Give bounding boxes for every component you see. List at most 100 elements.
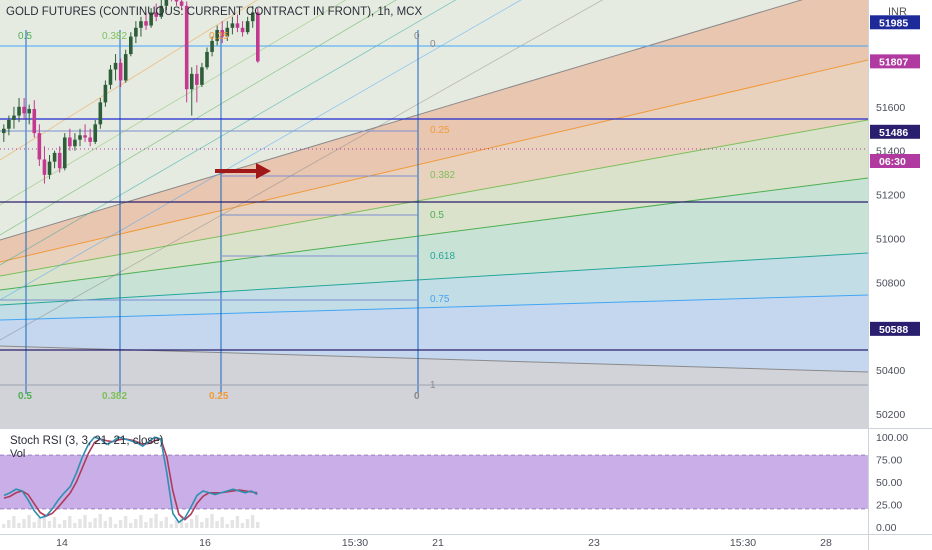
candle xyxy=(27,104,31,125)
volume-bar xyxy=(149,518,153,528)
candle xyxy=(118,58,123,88)
candle xyxy=(230,16,235,35)
volume-bar xyxy=(42,514,47,528)
volume-bar xyxy=(27,515,31,528)
candle xyxy=(184,1,189,103)
volume-bar xyxy=(52,517,57,528)
indicator-tick-label: 100.00 xyxy=(876,432,908,444)
fib-fan-labels: 0 0.25 0.382 0.5 0.618 0.75 1 xyxy=(430,39,455,391)
candle xyxy=(2,124,6,142)
fan-band-4 xyxy=(0,253,868,320)
price-marker-badge[interactable]: 51985 xyxy=(870,15,920,30)
fan-label: 0.5 xyxy=(430,210,444,221)
fan-label: 0.382 xyxy=(430,170,455,181)
candle xyxy=(68,128,72,151)
svg-text:50588: 50588 xyxy=(879,324,908,336)
candle xyxy=(154,3,158,22)
volume-bar xyxy=(174,520,179,528)
candle xyxy=(245,16,250,35)
indicator-tick-label: 0.00 xyxy=(876,522,897,534)
time-tick-label: 14 xyxy=(56,537,68,549)
price-tick-label: 51200 xyxy=(876,190,905,202)
fan-band-1 xyxy=(0,60,868,276)
fan-line-1 xyxy=(0,59,868,263)
price-marker-badge[interactable]: 51807 xyxy=(870,54,920,69)
fib-time-label-top: 0.5 xyxy=(18,31,32,42)
volume-bar xyxy=(93,518,97,528)
fib-time-label-top: 0.382 xyxy=(102,31,127,42)
candle xyxy=(134,21,138,44)
price-marker-badge[interactable]: 51486 xyxy=(870,124,920,139)
price-axis[interactable]: 5200051800516005140051200510005080050600… xyxy=(870,0,920,421)
fib-time-label-bottom: 0.25 xyxy=(209,391,229,402)
indicator-title[interactable]: Stoch RSI (3, 3, 21, 21, close) xyxy=(10,435,164,447)
candle xyxy=(108,65,113,90)
fib-time-lines xyxy=(25,30,419,394)
candle xyxy=(200,62,204,88)
candle xyxy=(240,21,245,37)
fan-label: 0.75 xyxy=(430,294,450,305)
volume-bar xyxy=(68,516,72,528)
candle xyxy=(189,67,194,116)
time-tick-label: 28 xyxy=(820,537,832,549)
volume-bar xyxy=(250,515,255,528)
volume-bar xyxy=(195,515,199,528)
candle xyxy=(164,0,169,11)
candle xyxy=(103,80,108,107)
price-marker-badge[interactable]: 50588 xyxy=(870,321,920,336)
candle xyxy=(129,32,133,57)
volume-bar xyxy=(164,517,168,528)
price-tick-label: 50200 xyxy=(876,409,905,421)
fib-fan-bands xyxy=(0,0,868,428)
time-tick-label: 15:30 xyxy=(730,537,756,549)
candle xyxy=(32,100,37,138)
volume-bar xyxy=(83,515,87,528)
volume-bar xyxy=(230,520,234,528)
volume-bar xyxy=(159,521,163,528)
time-axis[interactable]: 14 16 15:30 21 23 15:30 28 xyxy=(56,537,832,549)
volume-bar xyxy=(32,522,36,528)
currency-label: INR xyxy=(888,6,907,18)
time-tick-label: 23 xyxy=(588,537,600,549)
price-tick-label: 51600 xyxy=(876,102,905,114)
fan-band-3 xyxy=(0,178,868,305)
fan-line-4 xyxy=(0,252,868,306)
stoch-rsi-pane[interactable] xyxy=(0,436,868,528)
candle xyxy=(159,0,164,19)
volume-bar xyxy=(200,522,204,528)
volume-bar xyxy=(88,522,92,528)
indicator-axis[interactable]: 100.00 75.00 50.00 25.00 0.00 xyxy=(876,432,908,534)
fib-time-label-top: 0.25 xyxy=(209,31,229,42)
time-tick-label: 15:30 xyxy=(342,537,368,549)
svg-text:51807: 51807 xyxy=(879,56,908,68)
volume-bar xyxy=(98,514,102,528)
candle xyxy=(215,25,219,46)
svg-text:51985: 51985 xyxy=(879,17,908,29)
candle xyxy=(7,115,11,136)
fan-band-top xyxy=(0,0,868,240)
candle xyxy=(139,16,143,37)
fan-label: 0.25 xyxy=(430,125,450,136)
fan-line-steep-3 xyxy=(0,0,457,266)
fan-line-steep-5 xyxy=(0,0,604,341)
volume-bar xyxy=(103,521,107,528)
volume-bar xyxy=(118,520,123,528)
candle xyxy=(37,124,42,167)
fan-line-steep-0 xyxy=(0,0,258,161)
candle xyxy=(93,119,98,145)
volume-bar xyxy=(37,518,41,528)
candle xyxy=(210,36,214,57)
candle xyxy=(144,12,148,30)
indicator-tick-label: 25.00 xyxy=(876,499,902,511)
stoch-k-line xyxy=(3,436,258,524)
volume-bar xyxy=(113,524,118,528)
volume-bar xyxy=(7,520,11,528)
volume-bar xyxy=(57,524,62,528)
candle xyxy=(57,146,62,173)
price-marker-badge[interactable]: 06:30 xyxy=(870,154,920,168)
svg-text:06:30: 06:30 xyxy=(879,156,906,168)
volume-label: Vol xyxy=(10,448,25,460)
fib-time-label-bottom: 0.5 xyxy=(18,391,32,402)
